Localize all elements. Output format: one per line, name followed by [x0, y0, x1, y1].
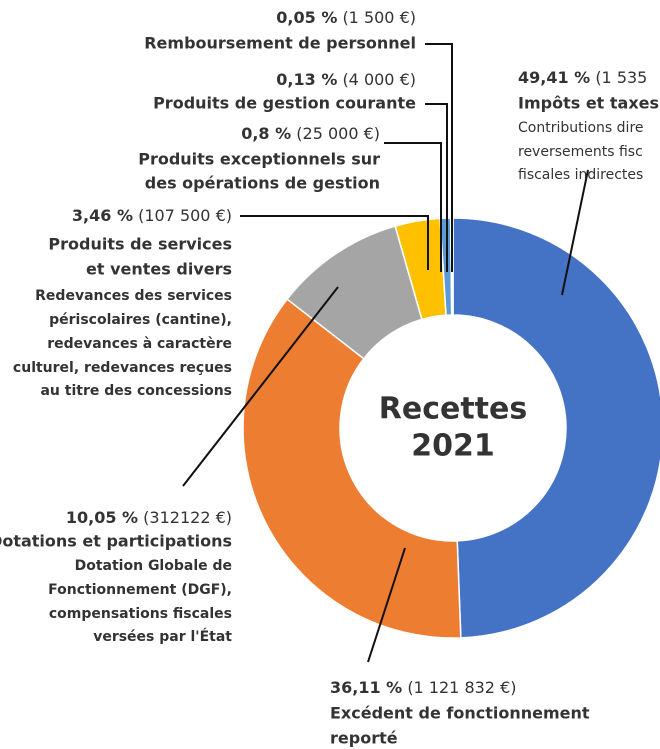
leader-line [367, 547, 406, 663]
category-description: redevances à caractère [47, 336, 232, 352]
amount: (107 500 €) [138, 206, 232, 225]
category-description: fiscales indirectes [518, 167, 643, 183]
category-name: reporté [330, 729, 398, 748]
percent: 0,8 % [241, 124, 291, 143]
leader-line [384, 142, 442, 272]
category-name: des opérations de gestion [145, 174, 380, 193]
category-description: culturel, redevances reçues [13, 360, 232, 376]
leader-line [425, 43, 453, 272]
leader-line [182, 286, 339, 487]
value-label: 0,8 % (25 000 €) [241, 124, 380, 143]
percent: 49,41 % [518, 68, 590, 87]
donut-slice [242, 298, 462, 639]
percent: 36,11 % [330, 678, 402, 697]
leader-line [561, 169, 589, 296]
category-description: périscolaires (cantine), [49, 312, 232, 328]
category-name: Impôts et taxes [518, 94, 659, 113]
value-label: 49,41 % (1 535 [518, 68, 647, 87]
category-name: Dotations et participations [0, 532, 232, 551]
category-description: au titre des concessions [40, 383, 232, 399]
category-description: Dotation Globale de [75, 558, 232, 574]
leader-line [425, 103, 448, 272]
percent: 0,13 % [276, 70, 337, 89]
category-description: Fonctionnement (DGF), [48, 582, 232, 598]
amount: (1 121 832 €) [407, 678, 516, 697]
category-name: Produits de gestion courante [153, 94, 416, 113]
category-description: versées par l'État [93, 628, 232, 645]
percent: 10,05 % [66, 508, 138, 527]
amount: (4 000 €) [342, 70, 416, 89]
category-description: Redevances des services [35, 288, 232, 304]
percent: 3,46 % [72, 206, 133, 225]
category-description: Contributions dire [518, 120, 644, 136]
category-description: compensations fiscales [49, 606, 232, 622]
value-label: 36,11 % (1 121 832 €) [330, 678, 517, 697]
category-name: Remboursement de personnel [144, 34, 416, 53]
amount: (25 000 €) [296, 124, 380, 143]
value-label: 3,46 % (107 500 €) [72, 206, 232, 225]
percent: 0,05 % [276, 8, 337, 27]
center-title: Recettes [379, 392, 527, 427]
amount: (1 535 [595, 68, 647, 87]
amount: (1 500 €) [342, 8, 416, 27]
category-name: et ventes divers [86, 260, 232, 279]
value-label: 0,13 % (4 000 €) [276, 70, 416, 89]
category-name: Produits de services [48, 235, 232, 254]
category-name: Produits exceptionnels sur [138, 150, 380, 169]
donut-slice [452, 217, 660, 639]
center-year: 2021 [411, 429, 495, 464]
leader-line [240, 215, 429, 270]
category-name: Excédent de fonctionnement [330, 704, 590, 723]
value-label: 10,05 % (312122 €) [66, 508, 232, 527]
category-description: reversements fisc [518, 144, 643, 160]
amount: (312122 €) [143, 508, 232, 527]
value-label: 0,05 % (1 500 €) [276, 8, 416, 27]
